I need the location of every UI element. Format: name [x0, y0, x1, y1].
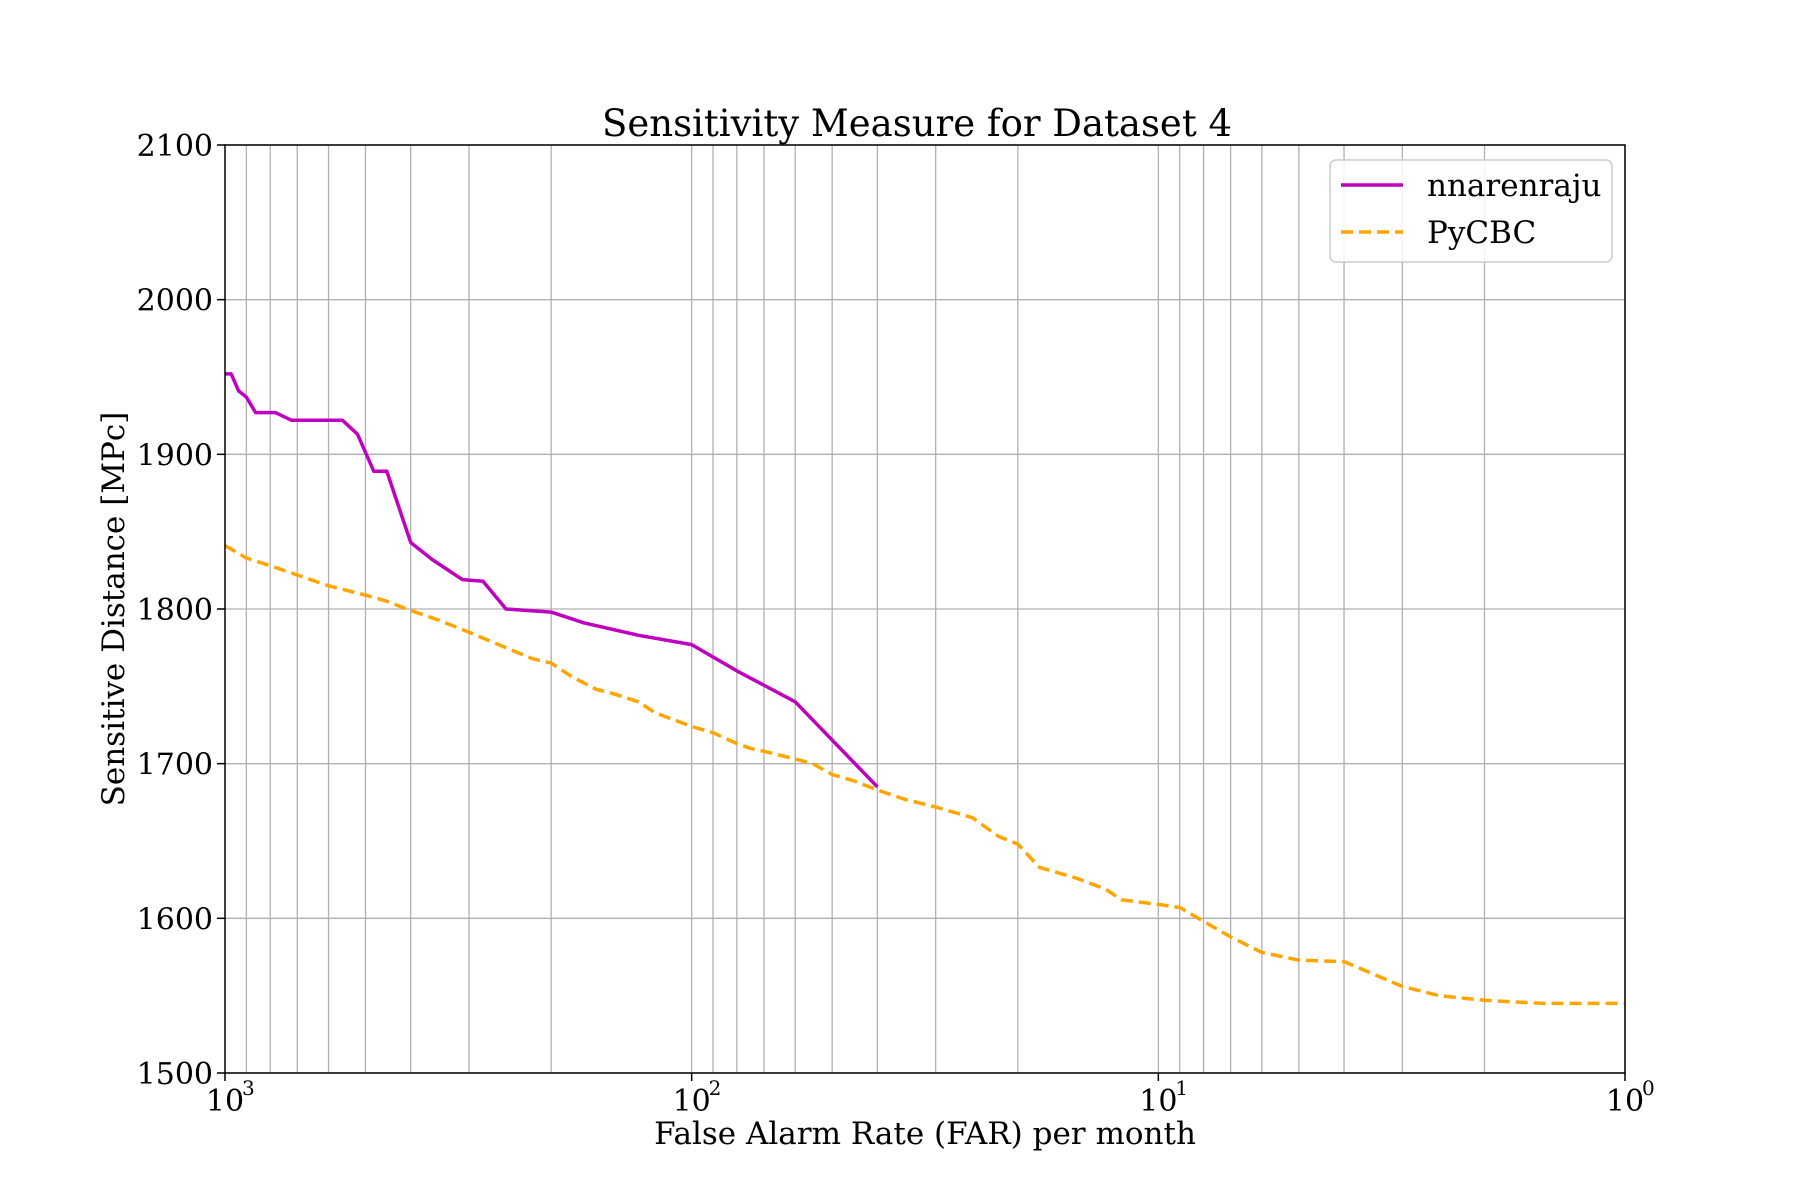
series-line-nnarenraju: [225, 372, 879, 789]
y-tick-label: 1700: [137, 748, 213, 783]
x-tick-exponent: 3: [242, 1076, 255, 1100]
series-line-pycbc: [224, 544, 1625, 1006]
grid: [225, 144, 1626, 1074]
legend-label-nnarenraju: nnarenraju: [1427, 168, 1601, 204]
legend: nnarenraju PyCBC: [1329, 159, 1613, 263]
y-axis-label: Sensitive Distance [MPc]: [96, 412, 132, 807]
series-layer: [224, 372, 1625, 1006]
x-axis-label: False Alarm Rate (FAR) per month: [654, 1116, 1196, 1152]
y-tick-label: 1600: [137, 902, 213, 937]
y-axis: 1500 1600 1700 1800 1900 2000 2100: [137, 129, 225, 1092]
x-tick-exponent: 2: [709, 1076, 722, 1100]
x-tick-label: 10: [673, 1084, 711, 1119]
y-tick-label: 2000: [137, 284, 213, 319]
chart-title: Sensitivity Measure for Dataset 4: [602, 102, 1232, 145]
y-tick-label: 1900: [137, 438, 213, 473]
y-tick-label: 1800: [137, 593, 213, 628]
x-tick-exponent: 0: [1642, 1076, 1655, 1100]
x-tick-exponent: 1: [1175, 1076, 1188, 1100]
x-tick-label: 10: [1139, 1084, 1177, 1119]
legend-label-pycbc: PyCBC: [1427, 215, 1536, 251]
y-tick-label: 1500: [137, 1057, 213, 1092]
x-axis: 103 102 101 100: [206, 1073, 1655, 1119]
x-tick-label: 10: [206, 1084, 244, 1119]
y-tick-label: 2100: [137, 129, 213, 164]
x-tick-label: 10: [1606, 1084, 1644, 1119]
